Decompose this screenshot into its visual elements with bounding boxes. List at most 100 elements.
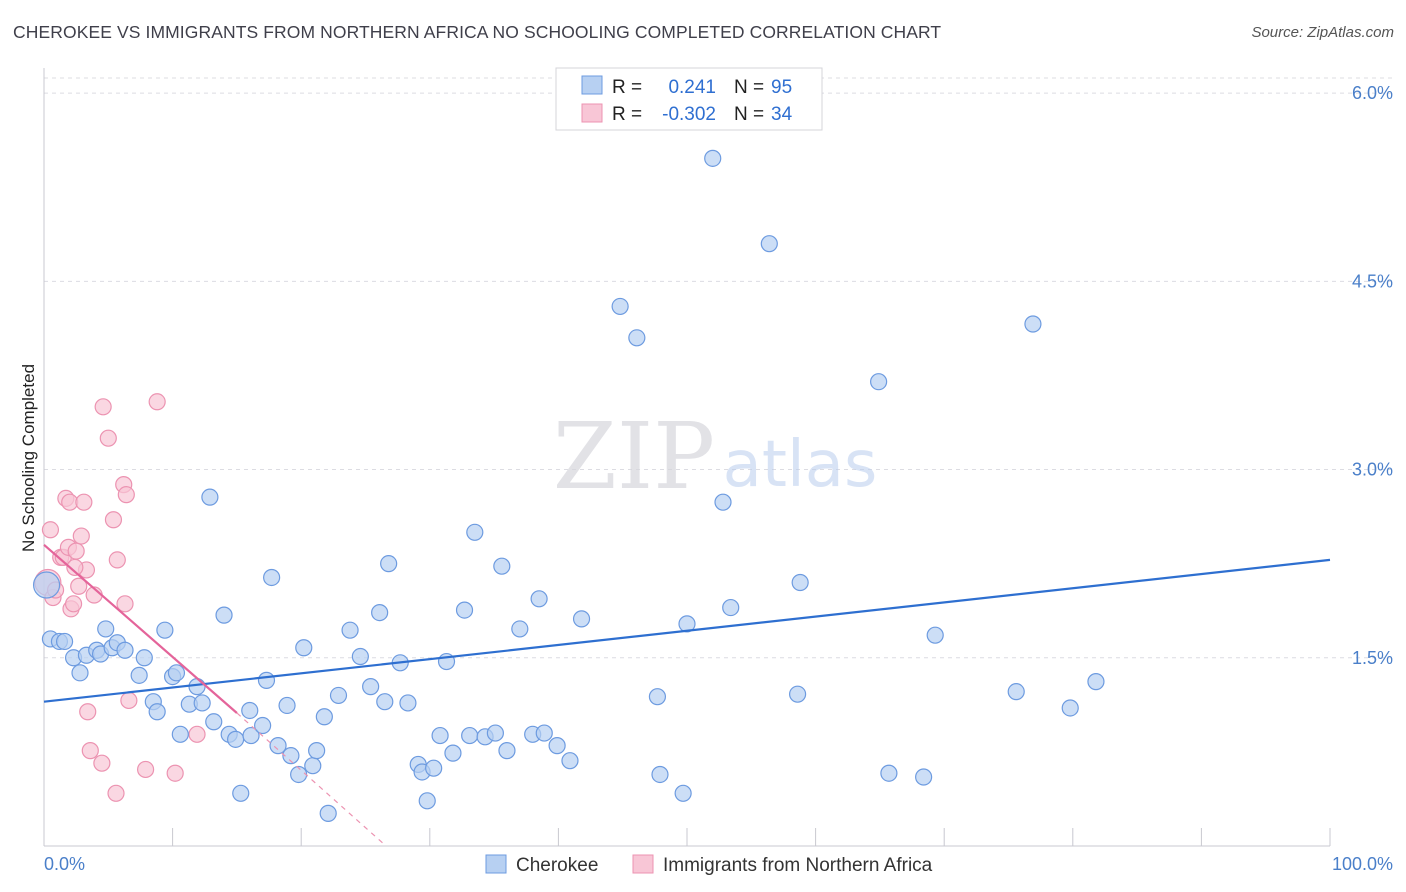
immigrants-trend-line bbox=[43, 544, 238, 714]
cherokee-point-66 bbox=[498, 742, 516, 760]
cherokee-trend-line bbox=[43, 558, 1331, 703]
cherokee-point-74 bbox=[611, 297, 629, 316]
bottom-legend-swatch-immigrants bbox=[632, 854, 654, 874]
bottom-legend-label-cherokee: Cherokee bbox=[516, 855, 598, 876]
immigrants-point-20 bbox=[94, 398, 112, 416]
cherokee-point-48 bbox=[371, 603, 389, 622]
immigrants-point-29 bbox=[136, 760, 155, 779]
watermark-zip: ZIP bbox=[553, 403, 715, 510]
legend-n-label-pink: N = bbox=[734, 104, 764, 125]
cherokee-point-52 bbox=[399, 694, 417, 712]
cherokee-point-71 bbox=[548, 737, 566, 755]
immigrants-point-1 bbox=[41, 521, 60, 539]
cherokee-point-78 bbox=[674, 784, 692, 802]
cherokee-point-14 bbox=[135, 649, 153, 667]
cherokee-point-3 bbox=[55, 632, 74, 651]
immigrants-point-13 bbox=[72, 527, 90, 545]
cherokee-point-92 bbox=[1061, 699, 1079, 717]
x-tick-label-max: 100.0% bbox=[1332, 854, 1393, 874]
legend-n-value-blue: 95 bbox=[771, 77, 792, 98]
immigrants-point-27 bbox=[116, 595, 134, 613]
legend-r-label-blue: R = bbox=[612, 77, 642, 98]
cherokee-point-69 bbox=[530, 590, 548, 608]
cherokee-point-47 bbox=[362, 678, 380, 696]
cherokee-point-91 bbox=[1024, 315, 1042, 333]
cherokee-point-5 bbox=[71, 664, 89, 682]
immigrants-trend-extension bbox=[236, 712, 387, 847]
chart-title: CHEROKEE VS IMMIGRANTS FROM NORTHERN AFR… bbox=[13, 22, 942, 42]
cherokee-point-88 bbox=[915, 768, 933, 786]
cherokee-point-42 bbox=[315, 708, 333, 726]
cherokee-point-56 bbox=[425, 759, 443, 777]
y-tick-labels: 1.5% 3.0% 4.5% 6.0% bbox=[1352, 83, 1393, 668]
cherokee-point-89 bbox=[926, 626, 944, 644]
cherokee-point-86 bbox=[870, 373, 888, 391]
cherokee-point-12 bbox=[116, 641, 134, 659]
legend-swatch-pink bbox=[581, 103, 603, 123]
cherokee-point-40 bbox=[304, 757, 322, 775]
cherokee-point-0 bbox=[32, 571, 61, 599]
immigrants-point-31 bbox=[166, 764, 184, 782]
immigrants-point-22 bbox=[104, 511, 123, 529]
cherokee-point-37 bbox=[282, 747, 300, 765]
cherokee-point-28 bbox=[227, 730, 245, 748]
immigrants-point-32 bbox=[188, 725, 206, 743]
immigrants-point-30 bbox=[148, 393, 166, 411]
cherokee-point-93 bbox=[1087, 673, 1105, 691]
cherokee-point-9 bbox=[97, 620, 115, 638]
cherokee-point-77 bbox=[651, 765, 669, 784]
cherokee-point-30 bbox=[242, 726, 260, 745]
x-tick-label-min: 0.0% bbox=[44, 854, 85, 874]
cherokee-point-61 bbox=[461, 726, 479, 745]
cherokee-point-70 bbox=[535, 724, 553, 742]
immigrants-point-26 bbox=[117, 486, 135, 504]
cherokee-point-80 bbox=[704, 149, 722, 167]
cherokee-point-41 bbox=[308, 742, 326, 760]
immigrants-point-24 bbox=[108, 551, 126, 569]
cherokee-point-49 bbox=[376, 693, 394, 711]
cherokee-point-31 bbox=[241, 701, 259, 720]
y-tick-label-0: 1.5% bbox=[1352, 648, 1393, 668]
cherokee-point-64 bbox=[486, 724, 504, 742]
cherokee-point-36 bbox=[278, 696, 296, 715]
immigrants-point-12 bbox=[70, 577, 88, 595]
watermark-atlas: atlas bbox=[723, 428, 878, 502]
bottom-legend-swatch-cherokee bbox=[485, 854, 507, 874]
cherokee-point-72 bbox=[561, 752, 579, 770]
cherokee-point-44 bbox=[329, 686, 348, 705]
legend-r-value-blue: 0.241 bbox=[668, 77, 716, 98]
source-credit: Source: ZipAtlas.com bbox=[1251, 24, 1394, 41]
legend-r-label-pink: R = bbox=[612, 104, 642, 125]
legend-swatch-blue bbox=[581, 75, 603, 95]
cherokee-point-22 bbox=[188, 678, 206, 696]
y-tick-label-2: 4.5% bbox=[1352, 271, 1393, 291]
legend-n-value-pink: 34 bbox=[771, 104, 793, 125]
cherokee-point-26 bbox=[215, 606, 233, 624]
immigrants-point-33 bbox=[66, 558, 84, 577]
immigrants-point-16 bbox=[79, 703, 97, 721]
cherokee-point-29 bbox=[232, 784, 250, 802]
cherokee-point-90 bbox=[1007, 683, 1025, 701]
cherokee-point-33 bbox=[257, 671, 276, 689]
cherokee-point-38 bbox=[290, 765, 308, 784]
legend-n-label-blue: N = bbox=[734, 77, 764, 98]
cherokee-point-59 bbox=[444, 744, 462, 762]
legend-r-value-pink: -0.302 bbox=[662, 104, 716, 125]
x-axis-ticks bbox=[172, 828, 1331, 846]
cherokee-point-34 bbox=[263, 568, 281, 587]
cherokee-point-75 bbox=[628, 329, 646, 347]
immigrants-point-11 bbox=[67, 542, 85, 560]
cherokee-point-46 bbox=[351, 647, 369, 666]
cherokee-point-62 bbox=[466, 523, 484, 541]
cherokee-point-19 bbox=[167, 664, 186, 682]
cherokee-point-23 bbox=[193, 694, 211, 712]
y-tick-label-3: 6.0% bbox=[1352, 83, 1393, 103]
cherokee-point-17 bbox=[156, 621, 174, 639]
correlation-legend: R = 0.241 N = 95 R = -0.302 N = 34 bbox=[555, 67, 823, 131]
cherokee-point-39 bbox=[295, 639, 313, 657]
cherokee-point-73 bbox=[572, 610, 591, 628]
cherokee-point-83 bbox=[760, 235, 778, 253]
cherokee-point-85 bbox=[791, 573, 809, 592]
immigrants-point-10 bbox=[64, 595, 83, 613]
